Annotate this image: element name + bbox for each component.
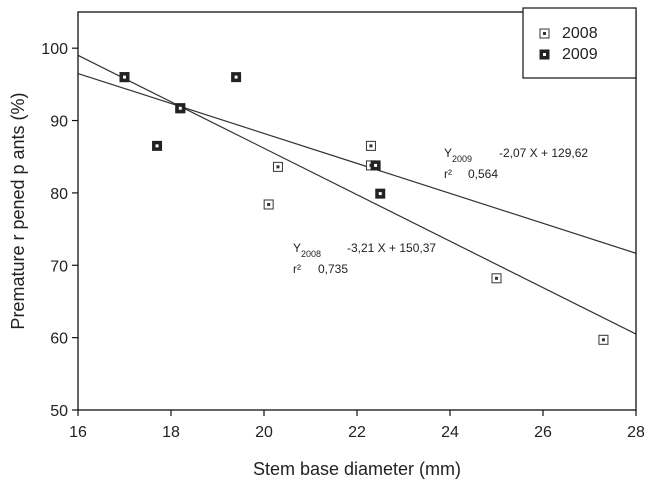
x-tick-label: 18 [162, 424, 180, 441]
point-2008 [272, 161, 283, 172]
annotation-2008-y: Y [293, 241, 301, 255]
annotation-2008-r-value: 0,735 [318, 262, 348, 276]
annotation-2008-sub: 2008 [301, 249, 321, 259]
point-2009 [231, 72, 242, 83]
annotation-2009: Y 2009 -2,07 X + 129,62 r² 0,564 [444, 146, 588, 181]
point-2009 [119, 72, 130, 83]
x-tick-label: 24 [441, 424, 459, 441]
point-2009 [152, 140, 163, 151]
point-2008 [263, 199, 274, 210]
annotation-2008-equation: -3,21 X + 150,37 [347, 241, 436, 255]
annotation-2009-r-value: 0,564 [468, 167, 498, 181]
y-tick-label: 70 [50, 258, 68, 275]
point-2008 [598, 334, 609, 345]
regression-line-2009 [77, 72, 637, 254]
legend-marker-2008 [539, 28, 550, 39]
x-tick-label: 28 [627, 424, 645, 441]
y-tick-label: 90 [50, 114, 68, 131]
point-2008 [491, 273, 502, 284]
annotation-2009-equation: -2,07 X + 129,62 [499, 146, 588, 160]
y-tick-label: 100 [41, 41, 68, 58]
legend-marker-2009 [539, 49, 550, 60]
point-2009 [175, 103, 186, 114]
annotation-2009-y: Y [444, 146, 452, 160]
y-tick-label: 80 [50, 186, 68, 203]
annotation-2009-sub: 2009 [452, 154, 472, 164]
regression-line-2008 [77, 54, 637, 335]
annotation-2008: Y 2008 -3,21 X + 150,37 r² 0,735 [293, 241, 436, 276]
point-2008 [365, 140, 376, 151]
x-tick-label: 16 [69, 424, 87, 441]
point-2009 [375, 188, 386, 199]
y-axis-label: Premature r pened p ants (%) [8, 92, 28, 329]
legend-label-2008: 2008 [562, 25, 598, 42]
x-tick-label: 20 [255, 424, 273, 441]
y-axis-ticks: 50 60 70 80 90 100 [41, 41, 78, 420]
annotation-2009-r-label: r² [444, 167, 452, 181]
legend: 2008 2009 [522, 7, 637, 79]
x-tick-label: 26 [534, 424, 552, 441]
data-points [119, 72, 609, 345]
point-2009 [370, 160, 381, 171]
annotation-2008-r-label: r² [293, 262, 301, 276]
y-tick-label: 50 [50, 403, 68, 420]
x-axis-label: Stem base diameter (mm) [253, 459, 461, 479]
regression-lines [77, 54, 637, 335]
x-tick-label: 22 [348, 424, 366, 441]
legend-label-2009: 2009 [562, 46, 598, 63]
legend-box [522, 7, 637, 79]
y-tick-label: 60 [50, 331, 68, 348]
x-axis-ticks: 16 18 20 22 24 26 28 [69, 410, 645, 441]
